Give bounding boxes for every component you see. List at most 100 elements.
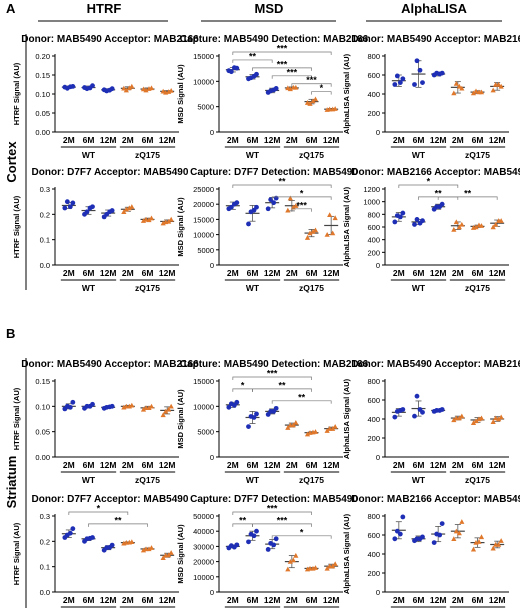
chart-panel: Donor: MAB2166 Acceptor: MAB5490 0 200 400 6… [342, 167, 520, 293]
column-header-htrf: HTRF [87, 1, 122, 16]
significance-bracket [437, 196, 498, 200]
data-point [490, 87, 496, 93]
y-tick-label: 400 [367, 236, 380, 245]
y-tick-label: 0.1 [40, 236, 50, 245]
chart-panel: Capture: D7F7 Detection: MAB5490 0 10000 20… [176, 494, 358, 612]
data-point [397, 408, 403, 413]
chart-title: Donor: MAB5490 Acceptor: MAB2166 [21, 34, 199, 45]
group-label-zq175: zQ175 [135, 283, 160, 293]
group-label-wt: WT [412, 150, 426, 160]
x-tick-label: 2M [286, 460, 298, 470]
data-point [473, 88, 479, 94]
x-tick-label: 6M [247, 595, 259, 605]
data-point [87, 535, 93, 541]
x-tick-label: 6M [413, 595, 425, 605]
chart-panel: Capture: MAB5490 Detection: MAB2166 0 5000… [176, 359, 369, 485]
x-tick-label: 12M [100, 460, 117, 470]
y-tick-label: 0 [210, 453, 214, 462]
x-tick-label: 12M [264, 595, 281, 605]
data-point [456, 224, 462, 230]
y-tick-label: 0.00 [35, 453, 50, 462]
data-point [397, 531, 403, 537]
x-tick-label: 2M [227, 460, 239, 470]
x-tick-label: 12M [489, 460, 506, 470]
y-tick-label: 800 [367, 377, 380, 386]
significance-label: *** [267, 369, 278, 379]
group-label-wt: WT [412, 475, 426, 485]
data-point [290, 84, 296, 90]
significance-label: ** [278, 380, 286, 390]
y-tick-label: 0.0 [40, 261, 50, 270]
data-point [148, 215, 155, 221]
data-point [312, 96, 319, 102]
x-tick-label: 2M [452, 595, 464, 605]
significance-label: ** [114, 515, 122, 525]
data-point [290, 557, 296, 563]
y-tick-label: 0.15 [35, 71, 50, 80]
y-tick-label: 30000 [193, 542, 214, 551]
y-tick-label: 0.10 [35, 90, 50, 99]
data-point [140, 218, 147, 223]
y-tick-label: 0 [210, 128, 214, 137]
data-point [166, 406, 172, 412]
significance-bracket [232, 51, 332, 55]
x-tick-label: 6M [306, 135, 318, 145]
y-tick-label: 10000 [193, 231, 214, 240]
panels-container: Donor: MAB5490 Acceptor: MAB21660.000.05… [12, 34, 520, 612]
significance-label: * [300, 188, 304, 198]
data-point [417, 407, 423, 412]
data-point [143, 216, 149, 222]
x-tick-label: 12M [264, 135, 281, 145]
data-point [332, 215, 338, 221]
y-axis-label: MSD Signal (AU) [176, 389, 185, 449]
data-point [273, 195, 279, 201]
chart-panel: Donor: MAB5490 Acceptor: MAB2166 0 200 400 6… [342, 34, 520, 160]
data-point [414, 58, 420, 64]
chart-title: Donor: MAB5490 Acceptor: MAB2166 [351, 34, 520, 45]
x-tick-label: 2M [122, 268, 134, 278]
data-point [330, 563, 336, 569]
x-tick-label: 12M [264, 268, 281, 278]
data-point [417, 536, 423, 542]
x-tick-label: 12M [264, 460, 281, 470]
data-point [490, 224, 496, 230]
data-point [126, 539, 132, 545]
significance-label: ** [239, 515, 247, 525]
group-label-zq175: zQ175 [465, 283, 490, 293]
data-point [453, 219, 459, 225]
data-point [310, 98, 316, 104]
data-point [143, 87, 149, 93]
y-axis-label: HTRF Signal (AU) [12, 195, 21, 258]
data-point [456, 415, 462, 421]
data-point [307, 230, 313, 236]
data-point [394, 73, 400, 79]
chart-panel: Donor: D7F7 Acceptor: MAB5490 0.0 0.1 0.2 0.… [12, 494, 189, 612]
data-point [397, 80, 403, 85]
data-point [146, 546, 152, 552]
data-point [293, 552, 299, 558]
y-tick-label: 0.10 [35, 402, 50, 411]
significance-bracket [232, 376, 312, 380]
data-point [226, 404, 232, 410]
data-point [67, 204, 73, 210]
data-point [290, 422, 296, 428]
x-tick-label: 2M [393, 135, 405, 145]
data-point [459, 413, 465, 419]
data-point [70, 200, 76, 206]
chart-title: Capture: D7F7 Detection: MAB5490 [190, 494, 358, 505]
significance-label: * [97, 504, 101, 514]
x-tick-label: 2M [286, 268, 298, 278]
y-tick-label: 600 [367, 223, 380, 232]
x-tick-label: 12M [489, 135, 506, 145]
data-point [166, 89, 172, 94]
data-point [327, 212, 333, 218]
data-point [129, 83, 135, 89]
x-tick-label: 6M [83, 135, 95, 145]
data-point [273, 536, 279, 542]
data-point [453, 80, 459, 86]
data-point [285, 425, 291, 430]
y-tick-label: 0 [210, 261, 214, 270]
y-tick-label: 0.20 [35, 52, 50, 61]
significance-bracket [398, 184, 459, 188]
data-point [456, 83, 462, 89]
